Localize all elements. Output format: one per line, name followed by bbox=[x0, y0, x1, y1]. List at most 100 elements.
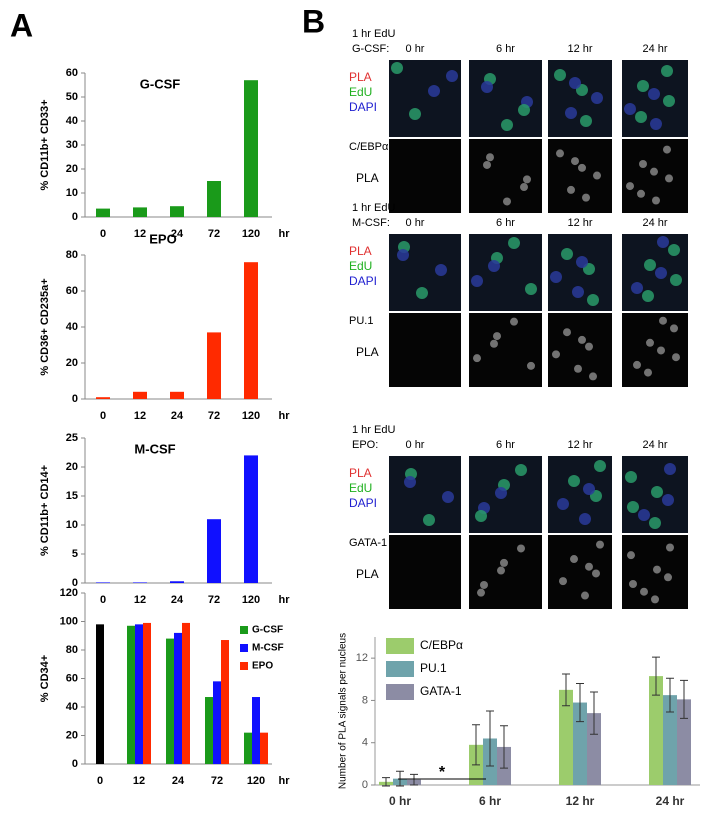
x-unit: hr bbox=[279, 775, 291, 787]
error-bar bbox=[500, 725, 508, 769]
bar bbox=[573, 702, 587, 785]
cell bbox=[409, 108, 421, 120]
cell bbox=[631, 282, 643, 294]
bar bbox=[244, 262, 258, 399]
x-tick-label: 0 bbox=[100, 410, 106, 422]
cell bbox=[435, 264, 447, 276]
cell bbox=[661, 65, 673, 77]
legend-swatch bbox=[240, 644, 248, 652]
y-tick-label: 40 bbox=[66, 115, 78, 127]
pla-signal bbox=[585, 342, 593, 351]
legend-label: M-CSF bbox=[252, 643, 284, 654]
cell bbox=[428, 85, 440, 97]
cell bbox=[416, 287, 428, 299]
cell bbox=[657, 236, 669, 248]
pla-signal bbox=[592, 569, 600, 578]
pla-signal bbox=[480, 580, 488, 589]
error-bar bbox=[562, 673, 570, 707]
bar bbox=[587, 713, 601, 785]
pla-signal bbox=[596, 540, 604, 549]
legend-label: G-CSF bbox=[252, 625, 283, 636]
channel-label: DAPI bbox=[349, 274, 377, 288]
bar bbox=[133, 582, 147, 583]
legend-label: EPO bbox=[252, 661, 273, 672]
cell bbox=[518, 104, 530, 116]
bar bbox=[207, 519, 221, 583]
y-tick-label: 80 bbox=[66, 644, 78, 656]
block-header: 1 hr EdU bbox=[352, 202, 395, 214]
pla-signal bbox=[627, 551, 635, 560]
y-tick-label: 50 bbox=[66, 91, 78, 103]
y-tick-label: 20 bbox=[66, 163, 78, 175]
pla-image bbox=[622, 313, 688, 387]
cell bbox=[572, 286, 584, 298]
cell bbox=[446, 70, 458, 82]
cell bbox=[668, 244, 680, 256]
pla-signal bbox=[651, 595, 659, 604]
pla-signal bbox=[556, 149, 564, 158]
channel-label: PLA bbox=[349, 244, 372, 258]
y-tick-label: 60 bbox=[66, 67, 78, 79]
pla-signal bbox=[552, 350, 560, 359]
bar bbox=[133, 391, 147, 399]
pla-signal bbox=[493, 332, 501, 341]
bar bbox=[649, 676, 663, 785]
cell bbox=[565, 107, 577, 119]
cell bbox=[404, 476, 416, 488]
cell bbox=[648, 88, 660, 100]
legend-label: PU.1 bbox=[420, 661, 447, 675]
pla-label: PLA bbox=[356, 171, 379, 185]
x-tick-label: 72 bbox=[211, 775, 223, 787]
cell bbox=[579, 513, 591, 525]
y-tick-label: 60 bbox=[66, 672, 78, 684]
pla-image bbox=[469, 535, 542, 609]
pla-signal bbox=[629, 580, 637, 589]
pla-signal bbox=[626, 182, 634, 191]
pla-signal bbox=[664, 573, 672, 582]
x-tick-label: 120 bbox=[247, 775, 265, 787]
y-axis-label: % CD11b+ CD14+ bbox=[39, 465, 51, 556]
pla-signal bbox=[639, 159, 647, 168]
cell bbox=[515, 464, 527, 476]
bar bbox=[182, 622, 190, 764]
bar bbox=[133, 207, 147, 217]
channel-label: PLA bbox=[349, 466, 372, 480]
pla-signal bbox=[523, 175, 531, 184]
x-unit: hr bbox=[279, 594, 291, 606]
bar bbox=[96, 582, 110, 583]
pla-signal bbox=[559, 577, 567, 586]
bar bbox=[174, 632, 182, 764]
legend-swatch bbox=[240, 626, 248, 634]
cell bbox=[650, 118, 662, 130]
x-unit: hr bbox=[279, 410, 291, 422]
pla-signal bbox=[644, 368, 652, 377]
y-tick-label: 0 bbox=[362, 779, 368, 791]
pla-signal bbox=[570, 555, 578, 564]
cell bbox=[475, 510, 487, 522]
chart-title: M-CSF bbox=[134, 441, 175, 456]
pla-signal bbox=[637, 189, 645, 198]
y-tick-label: 0 bbox=[72, 577, 78, 589]
y-tick-label: 40 bbox=[66, 321, 78, 333]
time-label: 24 hr bbox=[642, 43, 667, 55]
bar bbox=[135, 624, 143, 764]
pla-signal bbox=[582, 193, 590, 202]
x-tick-label: 24 bbox=[172, 775, 185, 787]
cell bbox=[625, 471, 637, 483]
cell bbox=[501, 119, 513, 131]
y-tick-label: 60 bbox=[66, 285, 78, 297]
bar bbox=[207, 181, 221, 217]
cell bbox=[423, 514, 435, 526]
pla-signal bbox=[473, 354, 481, 363]
cell bbox=[644, 259, 656, 271]
pla-image bbox=[548, 313, 612, 387]
bar bbox=[252, 697, 260, 764]
x-tick-label: 12 bbox=[133, 775, 145, 787]
pla-signal bbox=[672, 353, 680, 362]
cell bbox=[664, 463, 676, 475]
y-tick-label: 120 bbox=[60, 587, 78, 599]
pla-label: PLA bbox=[356, 345, 379, 359]
legend-swatch bbox=[240, 662, 248, 670]
pla-signal bbox=[517, 544, 525, 553]
pla-signal bbox=[578, 163, 586, 172]
